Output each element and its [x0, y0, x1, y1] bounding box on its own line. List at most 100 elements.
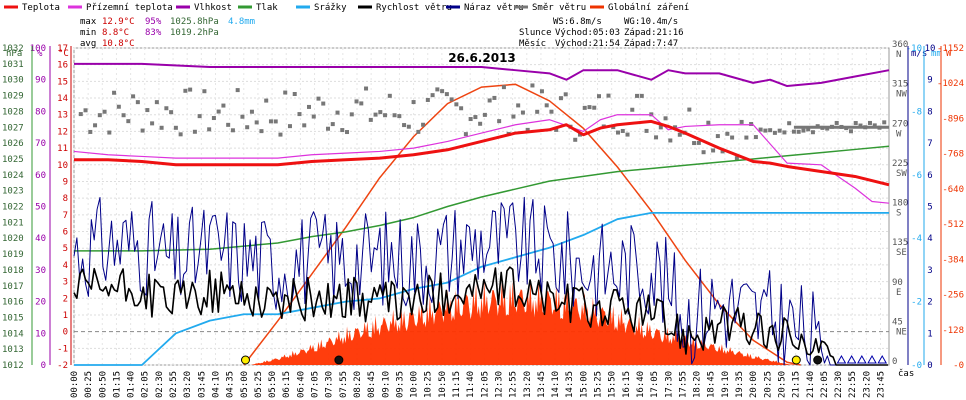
time-tick-label: 13:45 [537, 371, 547, 398]
wind-direction-point [392, 113, 397, 118]
temperature-tick-label: 13 [57, 111, 68, 121]
humidity-tick-label: 20 [35, 298, 46, 308]
wind-direction-point [150, 121, 155, 126]
wind-direction-point [539, 89, 544, 94]
pressure-tick-label: 1032 [2, 44, 24, 54]
wind-tick-label: 6 [927, 171, 932, 181]
wind-tick-label: 3 [927, 266, 932, 276]
legend-label: Směr větru [532, 3, 586, 13]
wind-direction-point [207, 127, 212, 132]
wind-direction-point [473, 115, 478, 120]
wind-direction-point [616, 130, 621, 135]
ground-temperature-line [73, 114, 890, 204]
wind-direction-point [183, 88, 188, 93]
pressure-tick-label: 1021 [2, 218, 24, 228]
wind-direction-point [340, 128, 345, 133]
wind-direction-point [435, 87, 440, 92]
wind-direction-point [620, 128, 625, 133]
wind-direction-point [701, 150, 706, 155]
wind-direction-point [93, 123, 98, 128]
wind-direction-point [482, 112, 487, 117]
stats-max-humidity: 95% [145, 17, 162, 27]
sunrise-marker [240, 355, 250, 365]
stats-max-pressure: 1025.8hPa [170, 17, 219, 27]
time-tick-label: 00:00 [70, 371, 80, 398]
legend-label: Rychlost větru [376, 3, 452, 13]
radiation-tick-label: -128 [942, 326, 964, 336]
temperature-tick-label: 1 [63, 311, 68, 321]
wind-direction-point [625, 132, 630, 137]
wind-direction-point [478, 121, 483, 126]
wind-direction-point [801, 128, 806, 133]
temperature-tick-label: -2 [57, 361, 68, 371]
legend-label: Vlhkost [194, 3, 232, 13]
time-tick-label: 13:20 [523, 371, 533, 398]
wind-direction-point [777, 128, 782, 133]
pressure-tick-label: 1031 [2, 60, 24, 70]
time-tick-label: 01:15 [112, 371, 122, 398]
direction-tick-name: SW [896, 169, 907, 179]
wind-direction-point [867, 120, 872, 125]
wind-direction-point [197, 114, 202, 119]
humidity-tick-label: 90 [35, 76, 46, 86]
wind-direction-point [173, 125, 178, 130]
wind-direction-point [711, 148, 716, 153]
wind-direction-point [145, 108, 150, 113]
wind-direction-point [753, 135, 758, 140]
humidity-tick-label: 70 [35, 139, 46, 149]
moonset-marker [334, 355, 344, 365]
humidity-tick-label: 40 [35, 234, 46, 244]
wind-direction-point [268, 119, 273, 124]
temperature-tick-label: 8 [63, 194, 68, 204]
wind-direction-point [254, 120, 259, 125]
wind-direction-point [88, 129, 93, 134]
wind-tick-label: 2 [927, 298, 932, 308]
time-tick-label: 02:30 [155, 371, 165, 398]
pressure-tick-label: 1028 [2, 107, 24, 117]
wind-direction-point [763, 128, 768, 133]
temperature-line [74, 119, 890, 187]
radiation-tick-label: -512 [942, 220, 964, 230]
wind-direction-point [673, 125, 678, 130]
wind-direction-point [730, 135, 735, 140]
time-tick-label: 08:45 [367, 371, 377, 398]
temperature-tick-label: 0 [63, 328, 68, 338]
direction-tick-name: E [896, 288, 901, 298]
wind-direction-point [810, 130, 815, 135]
direction-tick-label: 45 [892, 317, 903, 327]
time-tick-label: 05:25 [254, 371, 264, 398]
radiation-tick-label: -256 [942, 291, 964, 301]
rain-unit: mm [931, 49, 942, 59]
wind-direction-point [739, 119, 744, 124]
wind-tick-label: 1 [927, 329, 932, 339]
time-tick-label: 05:50 [268, 371, 278, 398]
wind-direction-point [112, 90, 117, 95]
time-tick-label: 20:25 [763, 371, 773, 398]
time-tick-label: 11:40 [466, 371, 476, 398]
humidity-tick-label: 10 [35, 329, 46, 339]
wind-direction-point [772, 130, 777, 135]
rain-tick-label: -6 [911, 171, 922, 181]
wind-direction-point [677, 132, 682, 137]
time-tick-label: 17:05 [650, 371, 660, 398]
time-tick-label: 02:05 [141, 371, 151, 398]
wind-direction-point [497, 119, 502, 124]
temperature-tick-label: 3 [63, 278, 68, 288]
temperature-tick-label: 11 [57, 144, 68, 154]
humidity-tick-label: 60 [35, 171, 46, 181]
stats-min-pressure: 1019.2hPa [170, 28, 219, 38]
direction-tick-name: NE [896, 327, 907, 337]
time-tick-label: 20:00 [749, 371, 759, 398]
wind-direction-point [468, 117, 473, 122]
temperature-unit: °C [58, 49, 69, 59]
wind-direction-point [297, 112, 302, 117]
wind-direction-point [577, 132, 582, 137]
wind-direction-point [131, 94, 136, 99]
rain-tick-label: -0 [911, 361, 922, 371]
temperature-tick-label: 4 [63, 261, 68, 271]
stats-max-label: max [80, 17, 97, 27]
wind-direction-point [635, 93, 640, 98]
sun-label: Slunce [519, 28, 552, 38]
calm-marker [846, 354, 857, 364]
wind-direction-point [287, 124, 292, 129]
